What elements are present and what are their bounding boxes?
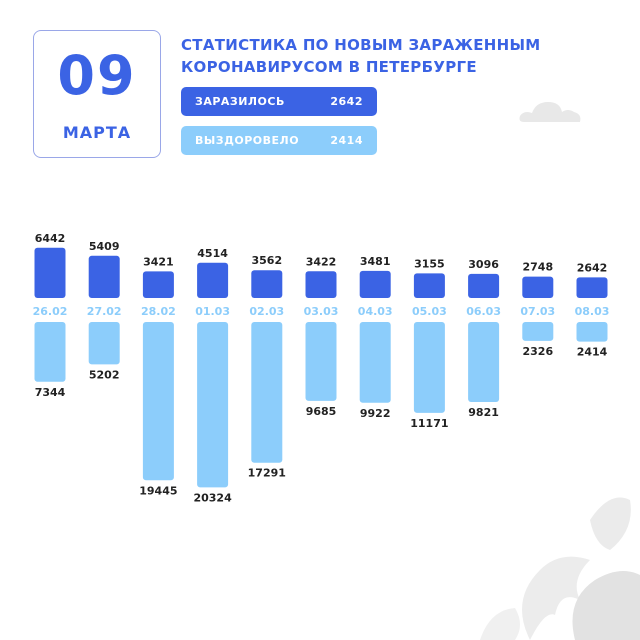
recovered-value-label: 11171 (410, 417, 448, 430)
infected-bar (197, 262, 229, 298)
infected-value-label: 3422 (306, 255, 337, 268)
infected-bar (576, 277, 608, 298)
infected-value-label: 2748 (522, 261, 553, 274)
infected-bar (142, 271, 174, 298)
date-tick-label: 02.03 (249, 305, 284, 318)
recovered-bar (197, 322, 229, 488)
infected-bar (413, 273, 445, 298)
date-tick-label: 04.03 (358, 305, 393, 318)
date-tick-label: 26.02 (33, 305, 68, 318)
date-tick-label: 03.03 (304, 305, 339, 318)
recovered-bar (34, 322, 66, 382)
recovered-value-label: 9922 (360, 407, 391, 420)
date-box: 09 МАРТА (33, 30, 161, 158)
infected-bar (359, 270, 391, 298)
date-day: 09 (57, 44, 137, 107)
infected-bar (34, 247, 66, 298)
recovered-bar (88, 322, 120, 365)
date-tick-label: 08.03 (575, 305, 610, 318)
recovered-value-label: 5202 (89, 368, 120, 381)
recovered-bar (413, 322, 445, 413)
recovered-bar (359, 322, 391, 403)
infected-bar (305, 271, 337, 298)
recovered-value-label: 9685 (306, 405, 337, 418)
leaves-decoration-icon (480, 497, 640, 640)
recovered-bar (251, 322, 283, 463)
infected-summary-badge: ЗАРАЗИЛОСЬ 2642 (181, 87, 377, 116)
infected-bar (251, 270, 283, 298)
infected-value-label: 3562 (251, 254, 282, 267)
infected-bar (468, 273, 500, 298)
cloud-icon (519, 102, 581, 122)
recovered-value-label: 20324 (193, 491, 232, 504)
recovered-value-label: 9821 (468, 406, 499, 419)
infected-bar (522, 276, 554, 298)
recovered-bar (142, 322, 174, 481)
date-tick-label: 06.03 (466, 305, 501, 318)
recovered-bar (576, 322, 608, 342)
page-title: СТАТИСТИКА ПО НОВЫМ ЗАРАЖЕННЫМ КОРОНАВИР… (181, 34, 601, 78)
date-tick-label: 28.02 (141, 305, 176, 318)
date-tick-label: 01.03 (195, 305, 230, 318)
infected-value-label: 3421 (143, 255, 174, 268)
infected-value-label: 4514 (197, 247, 228, 260)
title-line-1: СТАТИСТИКА ПО НОВЫМ ЗАРАЖЕННЫМ (181, 36, 541, 54)
recovered-value-label: 17291 (248, 467, 286, 480)
recovered-value-label: 2326 (522, 345, 553, 358)
recovered-value-label: 19445 (139, 484, 177, 497)
infected-summary-label: ЗАРАЗИЛОСЬ (195, 95, 285, 108)
infected-bar (88, 255, 120, 298)
date-tick-label: 27.02 (87, 305, 122, 318)
recovered-summary-value: 2414 (330, 134, 363, 147)
infected-summary-value: 2642 (330, 95, 363, 108)
infected-value-label: 2642 (577, 261, 608, 274)
recovered-bar (522, 322, 554, 341)
infected-value-label: 3096 (468, 258, 499, 271)
recovered-bar (468, 322, 500, 402)
recovered-summary-label: ВЫЗДОРОВЕЛО (195, 134, 300, 147)
recovered-value-label: 7344 (35, 386, 66, 399)
date-tick-label: 05.03 (412, 305, 447, 318)
infected-value-label: 3155 (414, 257, 445, 270)
infected-value-label: 6442 (35, 232, 66, 245)
title-line-2: КОРОНАВИРУСОМ В ПЕТЕРБУРГЕ (181, 58, 477, 76)
recovered-summary-badge: ВЫЗДОРОВЕЛО 2414 (181, 126, 377, 155)
infected-value-label: 3481 (360, 255, 391, 268)
recovered-bar (305, 322, 337, 401)
date-month: МАРТА (62, 123, 132, 142)
infected-value-label: 5409 (89, 240, 120, 253)
date-tick-label: 07.03 (520, 305, 555, 318)
recovered-value-label: 2414 (577, 346, 608, 359)
